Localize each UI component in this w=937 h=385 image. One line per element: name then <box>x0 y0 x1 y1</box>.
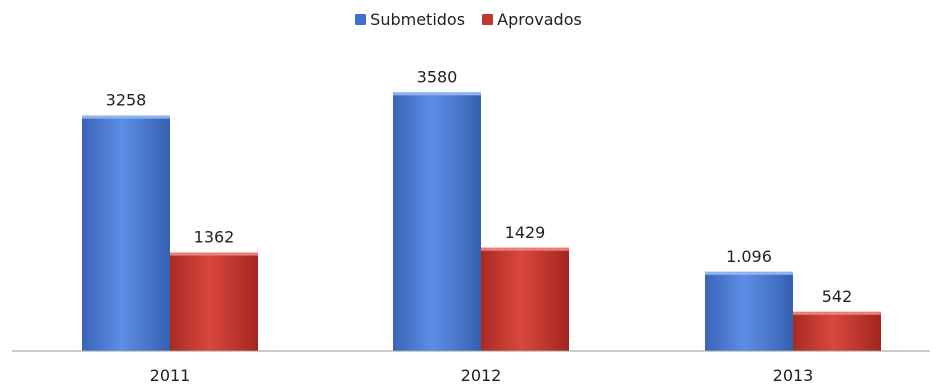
bar-top-submetidos-2012 <box>393 92 481 96</box>
legend-swatch-submetidos <box>355 14 367 25</box>
legend-swatch-aprovados <box>482 14 494 25</box>
data-label-submetidos-2012: 3580 <box>417 67 458 86</box>
legend-label-submetidos: Submetidos <box>370 10 466 29</box>
bar-submetidos-2012 <box>393 92 481 351</box>
data-label-submetidos-2011: 3258 <box>106 91 147 110</box>
bar-submetidos-2013 <box>705 271 793 351</box>
bar-aprovados-2012 <box>481 247 569 351</box>
x-tick-label-2011: 2011 <box>150 366 191 385</box>
data-label-aprovados-2012: 1429 <box>505 223 546 242</box>
bar-top-aprovados-2012 <box>481 247 569 251</box>
bar-aprovados-2013 <box>793 311 881 351</box>
x-tick-label-2013: 2013 <box>773 366 814 385</box>
x-tick-label-2012: 2012 <box>461 366 502 385</box>
bar-aprovados-2011 <box>170 252 258 351</box>
bar-top-submetidos-2011 <box>82 115 170 119</box>
bar-submetidos-2011 <box>82 115 170 351</box>
legend: Submetidos Aprovados <box>0 10 937 29</box>
legend-label-aprovados: Aprovados <box>497 10 582 29</box>
legend-item-submetidos: Submetidos <box>355 10 465 29</box>
data-label-submetidos-2013: 1.096 <box>726 247 772 266</box>
data-label-aprovados-2013: 542 <box>822 287 853 306</box>
legend-item-aprovados: Aprovados <box>482 10 582 29</box>
bar-top-aprovados-2013 <box>793 311 881 315</box>
data-label-aprovados-2011: 1362 <box>194 228 235 247</box>
bar-top-aprovados-2011 <box>170 252 258 256</box>
bar-top-submetidos-2013 <box>705 271 793 275</box>
